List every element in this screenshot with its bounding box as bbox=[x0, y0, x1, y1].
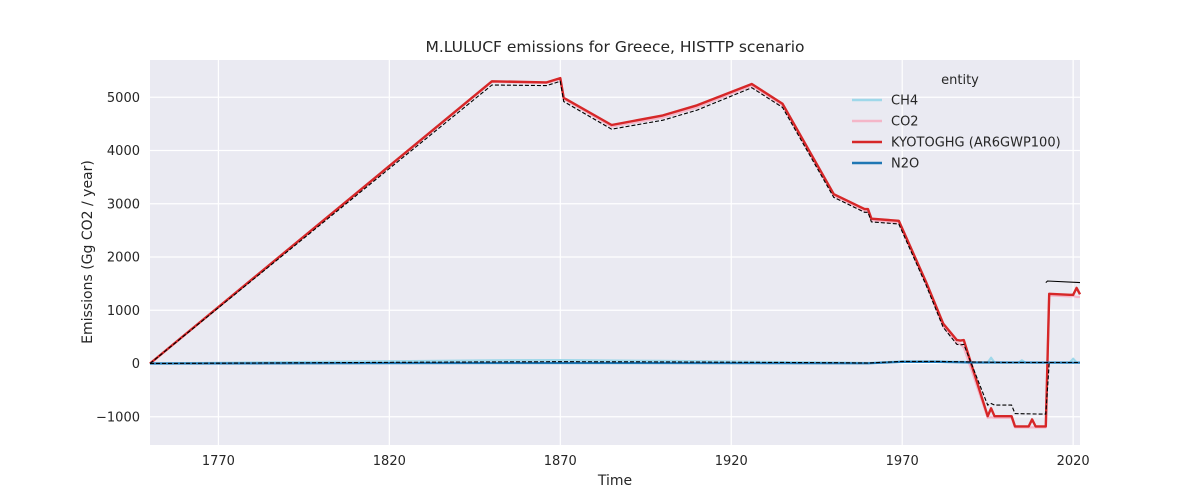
legend-title: entity bbox=[941, 73, 979, 88]
y-tick-label: 0 bbox=[132, 357, 140, 372]
series-line-kyotoghg-ar6gwp100 bbox=[149, 76, 1082, 428]
chart-title: M.LULUCF emissions for Greece, HISTTP sc… bbox=[426, 38, 805, 56]
plot-area bbox=[150, 60, 1080, 445]
reference-line-3 bbox=[1045, 280, 1081, 284]
y-tick-label: 1000 bbox=[107, 304, 140, 319]
legend-label-kyotoghg-ar6gwp100: KYOTOGHG (AR6GWP100) bbox=[891, 136, 1061, 151]
reference-line-2 bbox=[149, 360, 1080, 365]
legend-label-ch4: CH4 bbox=[891, 94, 918, 109]
legend-label-n2o: N2O bbox=[891, 157, 919, 172]
x-tick-label: 1770 bbox=[202, 454, 235, 469]
x-axis-title: Time bbox=[597, 473, 632, 489]
y-tick-label: 5000 bbox=[107, 91, 140, 106]
grid bbox=[150, 60, 1080, 445]
reference-line-1 bbox=[149, 80, 1050, 415]
reference-lines bbox=[149, 80, 1081, 415]
y-tick-label: −1000 bbox=[96, 410, 140, 425]
x-tick-label: 1920 bbox=[715, 454, 748, 469]
y-tick-label: 4000 bbox=[107, 144, 140, 159]
x-tick-label: 2020 bbox=[1057, 454, 1090, 469]
x-tick-label: 1820 bbox=[373, 454, 406, 469]
legend: entity CH4 CO2 KYOTOGHG (AR6GWP100) N2O bbox=[852, 73, 1061, 172]
x-tick-label: 1870 bbox=[544, 454, 577, 469]
tick-labels: 1770 1820 1870 1920 1970 2020 −1000 0 1000 2000 30… bbox=[96, 91, 1090, 469]
legend-label-co2: CO2 bbox=[891, 115, 919, 130]
y-tick-label: 3000 bbox=[107, 197, 140, 212]
x-tick-label: 1970 bbox=[886, 454, 919, 469]
y-axis-title: Emissions (Gg CO2 / year) bbox=[80, 160, 96, 344]
y-tick-label: 2000 bbox=[107, 251, 140, 266]
